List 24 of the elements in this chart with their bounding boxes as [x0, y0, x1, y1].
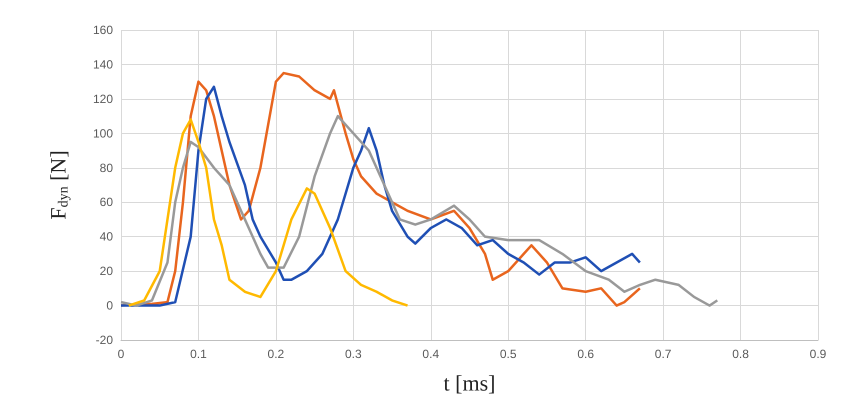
y-tick-label: 140: [92, 57, 114, 72]
y-tick-label: 100: [92, 126, 114, 140]
x-tick-label: 0.4: [422, 347, 440, 361]
y-tick-label: 80: [100, 160, 114, 175]
x-tick-label: 0.3: [344, 347, 362, 361]
y-tick-label: 0: [106, 298, 114, 313]
x-tick-label: 0.6: [577, 347, 594, 361]
line-series: [127, 118, 409, 307]
y-tick-label: -20: [96, 333, 114, 347]
x-axis-title: t [ms]: [444, 370, 496, 396]
line-series: [120, 114, 719, 307]
y-tick-label: 20: [100, 264, 114, 278]
x-tick-label: 0.5: [500, 347, 517, 361]
y-tick-label: 120: [92, 92, 114, 106]
y-axis-title: Fdyn [N]: [46, 150, 72, 220]
y-tick-label: 160: [92, 23, 114, 37]
x-tick-label: 0.8: [732, 347, 750, 361]
x-tick-label: 0: [118, 347, 125, 361]
x-tick-label: 0.7: [654, 347, 672, 361]
y-tick-label: 40: [100, 230, 114, 244]
x-tick-label: 0.2: [268, 347, 285, 361]
x-tick-label: 0.9: [810, 347, 827, 361]
x-tick-label: 0.1: [190, 347, 208, 361]
y-tick-label: 60: [100, 195, 114, 210]
